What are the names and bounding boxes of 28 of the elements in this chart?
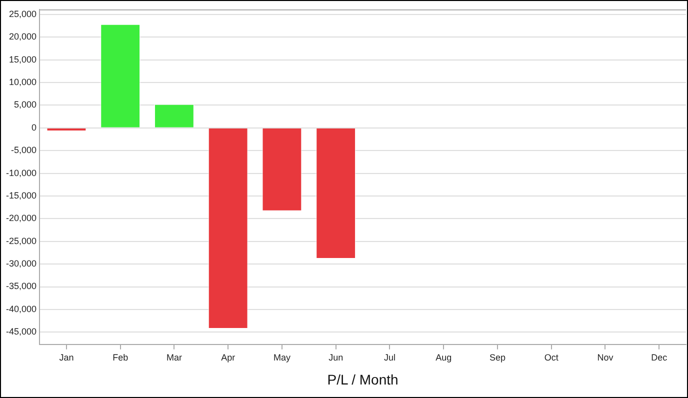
y-tick-label: -40,000 — [6, 304, 37, 314]
x-tick-label: Jan — [59, 352, 74, 362]
x-tick-label: Jun — [328, 352, 344, 362]
x-tick-label: Apr — [221, 352, 236, 362]
y-tick-label: 10,000 — [8, 76, 37, 87]
y-tick-label: -5,000 — [10, 145, 37, 156]
y-tick-label: -25,000 — [6, 236, 37, 246]
y-tick-label: -20,000 — [6, 213, 37, 224]
y-tick-label: -30,000 — [6, 258, 37, 269]
x-tick-label: Aug — [436, 352, 452, 362]
y-tick-label: 25,000 — [8, 8, 37, 19]
x-tick-label: Feb — [112, 352, 128, 362]
x-tick-label: Dec — [651, 352, 668, 362]
y-tick-label: 5,000 — [14, 100, 37, 110]
x-tick-label: Jul — [384, 352, 396, 362]
x-tick-label: May — [273, 352, 291, 362]
y-tick-label: 15,000 — [8, 54, 37, 64]
y-tick-label: 20,000 — [8, 32, 37, 42]
y-tick-label: 0 — [32, 122, 37, 132]
x-axis-title: P/L / Month — [327, 371, 398, 388]
x-tick-label: Oct — [544, 352, 559, 362]
x-tick-label: Nov — [597, 352, 614, 362]
x-tick-label: Mar — [166, 352, 182, 362]
y-tick-label: -10,000 — [6, 168, 37, 178]
y-tick-label: -35,000 — [6, 281, 37, 292]
y-tick-label: -15,000 — [6, 190, 37, 200]
x-tick-label: Sep — [489, 352, 506, 362]
y-tick-label: -45,000 — [6, 326, 37, 337]
